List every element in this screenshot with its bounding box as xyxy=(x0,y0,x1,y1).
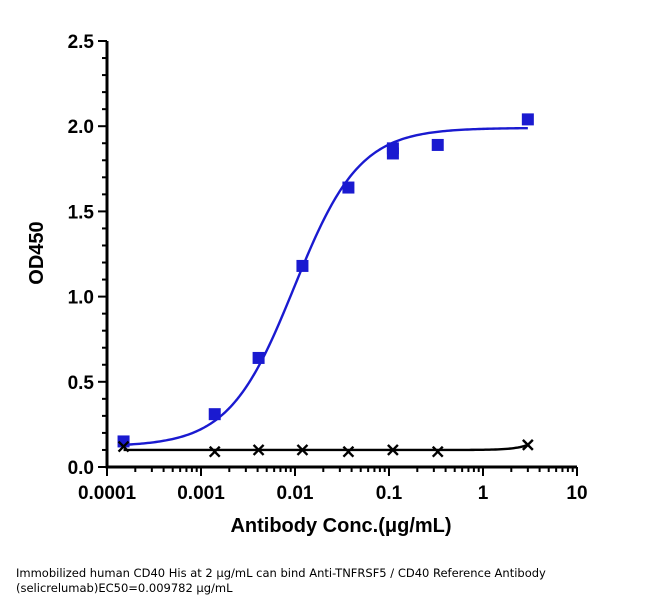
x-axis-title: Antibody Conc.(μg/mL) xyxy=(230,515,451,537)
x-marker-stroke xyxy=(342,445,355,458)
square-marker xyxy=(342,181,355,194)
sigmoid-fit-curve xyxy=(123,126,528,447)
x-marker xyxy=(431,445,444,458)
x-marker xyxy=(342,445,355,458)
y-tick-label: 0.0 xyxy=(68,458,94,479)
figure-caption: Immobilized human CD40 His at 2 μg/mL ca… xyxy=(16,566,646,596)
caption-line-1: Immobilized human CD40 His at 2 μg/mL ca… xyxy=(16,566,546,580)
y-tick-label: 2.5 xyxy=(68,32,95,53)
square-marker xyxy=(431,138,444,151)
y-axis-title: OD450 xyxy=(26,221,48,284)
x-marker xyxy=(522,438,534,451)
x-marker xyxy=(117,440,130,453)
x-tick-label: 0.01 xyxy=(277,483,314,504)
y-tick-label: 1.5 xyxy=(68,202,95,223)
x-tick-label: 0.1 xyxy=(376,483,403,504)
square-marker xyxy=(386,147,399,160)
square-marker xyxy=(296,259,309,272)
square-marker xyxy=(521,113,534,126)
data-points xyxy=(117,113,534,458)
x-tick-label: 0.001 xyxy=(177,483,225,504)
x-marker xyxy=(296,444,309,456)
fit-curves xyxy=(123,126,529,452)
chart: 0.00.51.01.52.02.50.0001 0.001 0.01 0.1 1 10 … xyxy=(26,32,588,537)
x-tick-label: 0.0001 xyxy=(78,483,137,504)
x-marker-stroke xyxy=(117,440,130,453)
x-marker-stroke xyxy=(387,444,399,456)
x-marker-stroke xyxy=(296,444,309,456)
x-marker xyxy=(208,445,221,458)
y-tick-label: 1.0 xyxy=(68,288,94,309)
caption-line-2: (selicrelumab)EC50=0.009782 μg/mL xyxy=(16,581,233,595)
y-tick-label: 0.5 xyxy=(68,373,95,394)
x-marker xyxy=(252,444,265,456)
y-tick-label: 2.0 xyxy=(68,117,94,138)
x-marker-stroke xyxy=(522,438,534,451)
x-marker-stroke xyxy=(252,444,265,456)
x-tick-label: 1 xyxy=(478,483,489,504)
square-marker xyxy=(252,351,265,364)
axes: 0.0 0.5 1.0 1.5 2.0 2.5 0.0001 0.001 0.01 0.1 1 10 xyxy=(68,32,588,504)
x-tick-label: 10 xyxy=(566,483,587,504)
square-marker xyxy=(208,408,221,421)
x-marker xyxy=(387,444,399,456)
baseline-fit-curve xyxy=(123,443,529,452)
x-marker-stroke xyxy=(208,445,221,458)
x-marker-stroke xyxy=(431,445,444,458)
